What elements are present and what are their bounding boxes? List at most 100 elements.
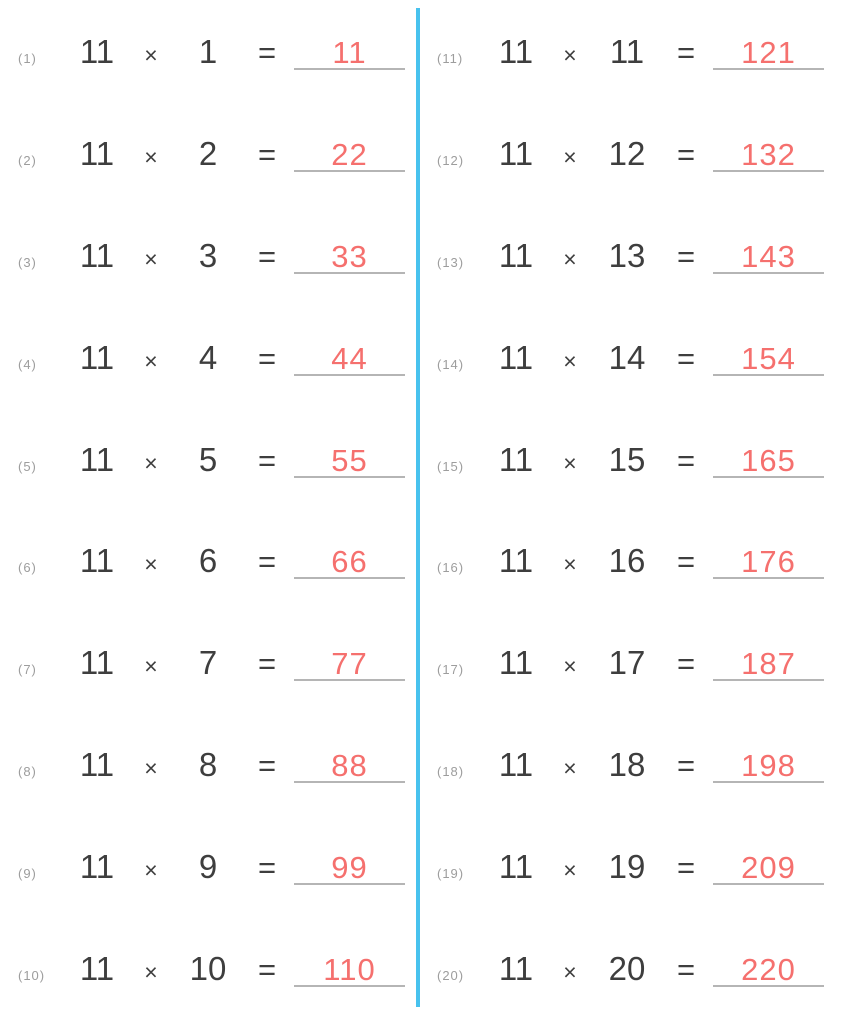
multiplication-sign: × xyxy=(563,449,577,476)
answer-blank-filled: 77 xyxy=(294,648,405,682)
multiplicand-value: 11 xyxy=(79,644,115,682)
problem-row: (2) 11 × 2 = 22 xyxy=(0,102,421,204)
problem-number-label: (10) xyxy=(18,968,46,984)
problem-row: (18) 11 × 18 = 198 xyxy=(421,713,842,815)
problem-row: (19) 11 × 19 = 209 xyxy=(421,815,842,917)
multiplication-sign: × xyxy=(144,347,158,374)
equals-sign: = xyxy=(676,238,696,274)
multiplication-sign: × xyxy=(144,245,158,272)
equals-sign: = xyxy=(257,850,277,886)
multiplier-value: 17 xyxy=(608,644,646,682)
answer-blank-filled: 33 xyxy=(294,241,405,274)
problem-row: (17) 11 × 17 = 187 xyxy=(421,611,842,713)
problem-row: (12) 11 × 12 = 132 xyxy=(421,102,842,204)
answer-blank-filled: 209 xyxy=(713,852,824,886)
multiplication-sign: × xyxy=(144,449,158,476)
multiplier-value: 13 xyxy=(608,236,646,274)
answer-blank-filled: 198 xyxy=(713,750,824,784)
problem-row: (13) 11 × 13 = 143 xyxy=(421,204,842,306)
problem-number-label: (1) xyxy=(18,51,37,66)
problem-number-label: (12) xyxy=(437,152,465,168)
answer-blank-filled: 121 xyxy=(713,37,824,70)
equals-sign: = xyxy=(676,442,696,478)
problem-number-label: (16) xyxy=(437,560,465,576)
multiplicand-value: 11 xyxy=(498,134,534,172)
problem-number-label: (9) xyxy=(18,866,37,882)
equals-sign: = xyxy=(257,35,277,70)
problem-number-label: (17) xyxy=(437,662,465,678)
multiplicand-value: 11 xyxy=(498,33,534,70)
equals-sign: = xyxy=(257,340,277,376)
problem-number-label: (4) xyxy=(18,356,37,372)
multiplier-value: 4 xyxy=(198,338,218,376)
multiplicand-value: 11 xyxy=(79,950,115,988)
equals-sign: = xyxy=(257,136,277,172)
problem-number-label: (18) xyxy=(437,764,465,780)
multiplication-sign: × xyxy=(563,653,577,680)
multiplication-sign: × xyxy=(144,755,158,782)
multiplier-value: 7 xyxy=(198,644,218,682)
multiplier-value: 9 xyxy=(198,848,218,886)
problem-number-label: (19) xyxy=(437,866,465,882)
answer-blank-filled: 99 xyxy=(294,852,405,886)
equals-sign: = xyxy=(257,544,277,580)
multiplication-sign: × xyxy=(144,143,158,170)
multiplication-sign: × xyxy=(563,857,577,884)
multiplication-sign: × xyxy=(144,857,158,884)
problem-row: (7) 11 × 7 = 77 xyxy=(0,611,421,713)
equals-sign: = xyxy=(676,952,696,988)
multiplicand-value: 11 xyxy=(79,33,115,70)
multiplication-sign: × xyxy=(563,959,577,986)
equals-sign: = xyxy=(257,442,277,478)
multiplier-value: 18 xyxy=(608,746,646,784)
answer-blank-filled: 176 xyxy=(713,546,824,580)
problem-number-label: (8) xyxy=(18,764,37,780)
multiplicand-value: 11 xyxy=(79,542,115,580)
answer-blank-filled: 11 xyxy=(294,37,405,70)
equals-sign: = xyxy=(676,850,696,886)
multiplicand-value: 11 xyxy=(498,542,534,580)
answer-blank-filled: 55 xyxy=(294,445,405,478)
problem-row: (20) 11 × 20 = 220 xyxy=(421,917,842,1019)
problem-number-label: (3) xyxy=(18,254,37,270)
equals-sign: = xyxy=(257,646,277,682)
multiplicand-value: 11 xyxy=(79,134,115,172)
multiplication-sign: × xyxy=(563,245,577,272)
problem-row: (3) 11 × 3 = 33 xyxy=(0,204,421,306)
multiplier-value: 6 xyxy=(198,542,218,580)
multiplicand-value: 11 xyxy=(498,338,534,376)
equals-sign: = xyxy=(676,748,696,784)
answer-blank-filled: 110 xyxy=(294,954,405,988)
equals-sign: = xyxy=(257,748,277,784)
multiplicand-value: 11 xyxy=(498,440,534,478)
problem-number-label: (5) xyxy=(18,458,37,474)
multiplier-value: 19 xyxy=(608,848,646,886)
answer-blank-filled: 220 xyxy=(713,954,824,988)
answer-blank-filled: 44 xyxy=(294,343,405,376)
multiplicand-value: 11 xyxy=(79,440,115,478)
multiplicand-value: 11 xyxy=(498,236,534,274)
answer-blank-filled: 88 xyxy=(294,750,405,784)
multiplier-value: 12 xyxy=(608,134,646,172)
multiplication-sign: × xyxy=(563,755,577,782)
problem-number-label: (2) xyxy=(18,152,37,168)
equals-sign: = xyxy=(676,136,696,172)
multiplicand-value: 11 xyxy=(498,848,534,886)
problem-row: (15) 11 × 15 = 165 xyxy=(421,408,842,510)
answer-blank-filled: 154 xyxy=(713,343,824,376)
multiplication-sign: × xyxy=(563,42,577,68)
multiplicand-value: 11 xyxy=(79,746,115,784)
multiplier-value: 15 xyxy=(608,440,646,478)
problem-row: (11) 11 × 11 = 121 xyxy=(421,0,842,102)
multiplication-sign: × xyxy=(563,347,577,374)
problem-column-right: (11) 11 × 11 = 121 (12) 11 × 12 = 132 (1… xyxy=(421,0,842,1019)
problem-number-label: (6) xyxy=(18,560,37,576)
problem-row: (6) 11 × 6 = 66 xyxy=(0,509,421,611)
equals-sign: = xyxy=(676,646,696,682)
multiplicand-value: 11 xyxy=(79,848,115,886)
equals-sign: = xyxy=(676,35,696,70)
multiplication-sign: × xyxy=(144,42,158,68)
multiplier-value: 2 xyxy=(198,134,218,172)
